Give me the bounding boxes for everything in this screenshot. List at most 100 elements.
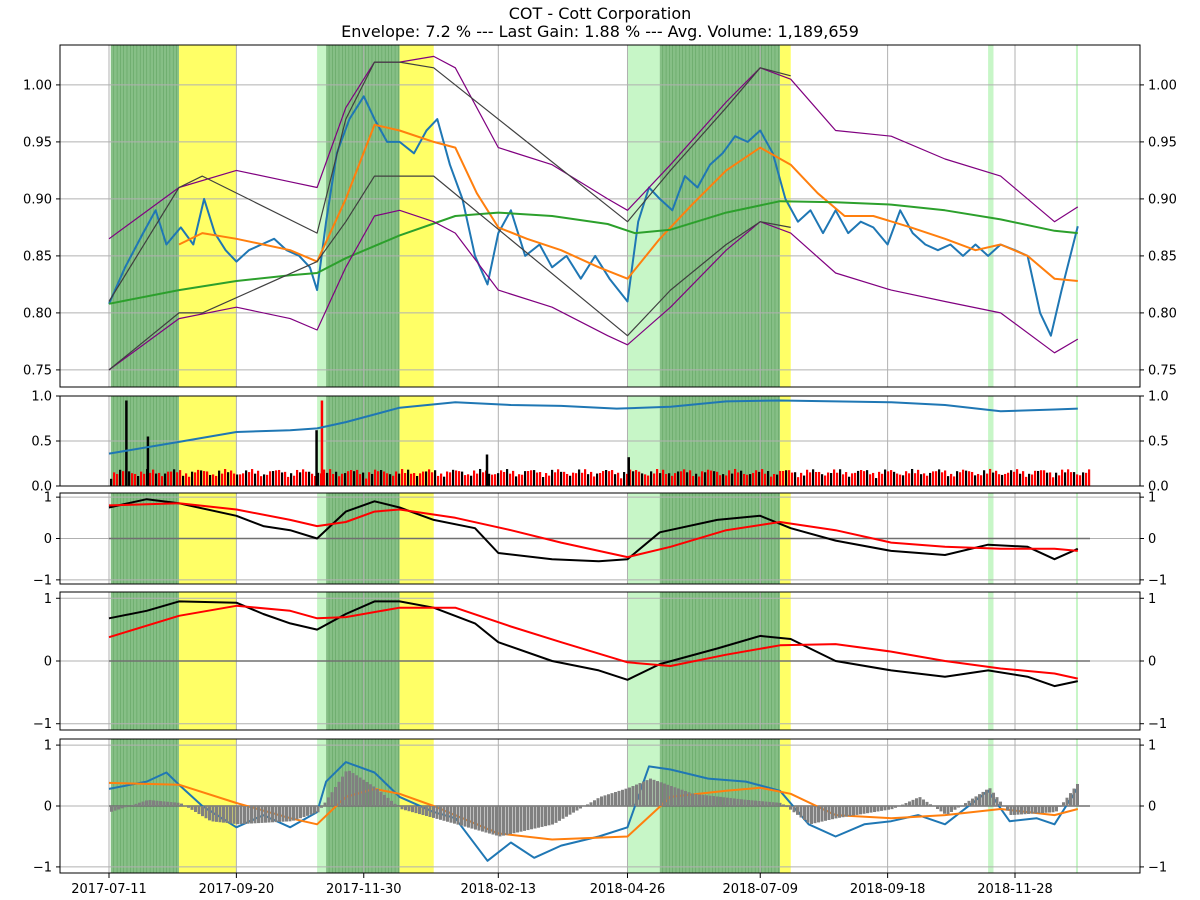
hist-bar	[442, 806, 446, 821]
hist-bar	[250, 806, 253, 824]
volume-bar	[1064, 472, 1067, 486]
volume-bar	[695, 473, 698, 486]
hist-bar	[439, 806, 442, 820]
hist-bar	[495, 806, 498, 836]
hist-bar	[810, 806, 813, 824]
volume-bar	[128, 471, 131, 486]
hist-bar	[974, 796, 978, 806]
volume-bar	[680, 471, 683, 486]
volume-bar	[647, 475, 650, 486]
hist-bar	[806, 806, 810, 823]
volume-bar	[896, 473, 899, 486]
hist-bar	[421, 806, 425, 816]
hist-bar	[1027, 806, 1030, 814]
ytick-left-5: 1.00	[23, 78, 52, 93]
hist-bar	[768, 801, 771, 806]
volume-bar	[653, 473, 656, 486]
hist-bar	[1013, 806, 1016, 815]
volume-bar	[731, 473, 734, 486]
hist-bar	[320, 806, 323, 808]
hist-bar	[750, 800, 754, 806]
hist-bar	[677, 788, 680, 806]
hist-bar	[162, 801, 166, 806]
hist-bar	[169, 802, 173, 806]
volume-bar	[581, 472, 584, 486]
volume-bar	[923, 473, 926, 486]
hist-bar	[1058, 806, 1062, 807]
volume-bar	[545, 473, 548, 486]
hist-bar	[190, 806, 194, 810]
volume-bar	[902, 475, 905, 486]
series-ma_slow	[108, 200, 1078, 305]
volume-bar	[362, 472, 365, 486]
hist-bar	[568, 806, 572, 815]
volume-bar	[533, 470, 536, 486]
volume-bar	[644, 474, 647, 486]
volume-bar	[479, 468, 482, 486]
volume-bar	[599, 472, 602, 486]
volume-bar	[269, 471, 272, 486]
hist-bar	[743, 799, 747, 806]
volume-bar	[338, 476, 341, 486]
hist-bar	[701, 794, 705, 806]
ytick-right-1: 0	[1148, 800, 1156, 815]
volume-bar	[707, 469, 710, 486]
volume-bar	[155, 473, 158, 486]
hist-bar	[852, 806, 855, 816]
volume-bar	[1079, 475, 1082, 486]
hist-bar	[117, 806, 120, 810]
volume-bar	[407, 469, 410, 486]
hist-bar	[652, 779, 656, 806]
xtick-label-2: 2017-11-30	[326, 882, 402, 897]
volume-bar	[866, 470, 869, 486]
volume-bar	[818, 471, 821, 486]
volume-bar	[398, 473, 401, 486]
series-price	[108, 95, 1079, 337]
volume-bar	[434, 470, 437, 486]
volume-bar	[311, 473, 314, 486]
hist-bar	[411, 806, 414, 813]
volume-bar	[869, 474, 872, 486]
series-env_upper	[108, 55, 1079, 240]
strong-green-shade-0	[110, 45, 179, 387]
volume-bar	[158, 472, 161, 486]
volume-bar	[365, 478, 368, 486]
volume-bar	[590, 471, 593, 486]
volume-bar	[1049, 472, 1052, 486]
volume-bar	[584, 469, 587, 486]
hist-bar	[645, 780, 649, 806]
volume-bar	[143, 473, 146, 486]
hist-bar	[757, 800, 761, 806]
hist-bar	[901, 804, 904, 806]
volume-bar	[527, 471, 530, 486]
volume-bar	[911, 468, 914, 486]
volume-bar	[758, 471, 761, 486]
hist-bar	[309, 806, 313, 815]
hist-bar	[369, 784, 372, 806]
hist-bar	[551, 806, 554, 825]
ytick-right-1: 0.80	[1148, 306, 1177, 321]
volume-bar	[437, 475, 440, 486]
volume-bar	[482, 472, 485, 486]
hist-bar	[488, 806, 491, 834]
hist-bar	[383, 794, 386, 806]
volume-bar	[743, 473, 746, 486]
volume-bar	[842, 474, 845, 486]
volume-bar	[410, 473, 413, 486]
ytick-left-4: 0.95	[23, 135, 52, 150]
volume-bar	[296, 469, 299, 486]
volume-bar	[335, 471, 338, 486]
hist-bar	[792, 806, 796, 813]
hist-bar	[456, 806, 460, 825]
hist-bar	[481, 806, 484, 832]
hist-bar	[946, 806, 950, 815]
volume-bar	[428, 469, 431, 486]
hist-bar	[726, 797, 729, 806]
hist-bar	[866, 806, 869, 814]
hist-bar	[530, 806, 533, 830]
hist-bar	[124, 806, 127, 808]
volume-bar	[716, 471, 719, 486]
hist-bar	[428, 806, 432, 817]
hist-bar	[1041, 806, 1044, 814]
hist-bar	[1065, 797, 1069, 806]
